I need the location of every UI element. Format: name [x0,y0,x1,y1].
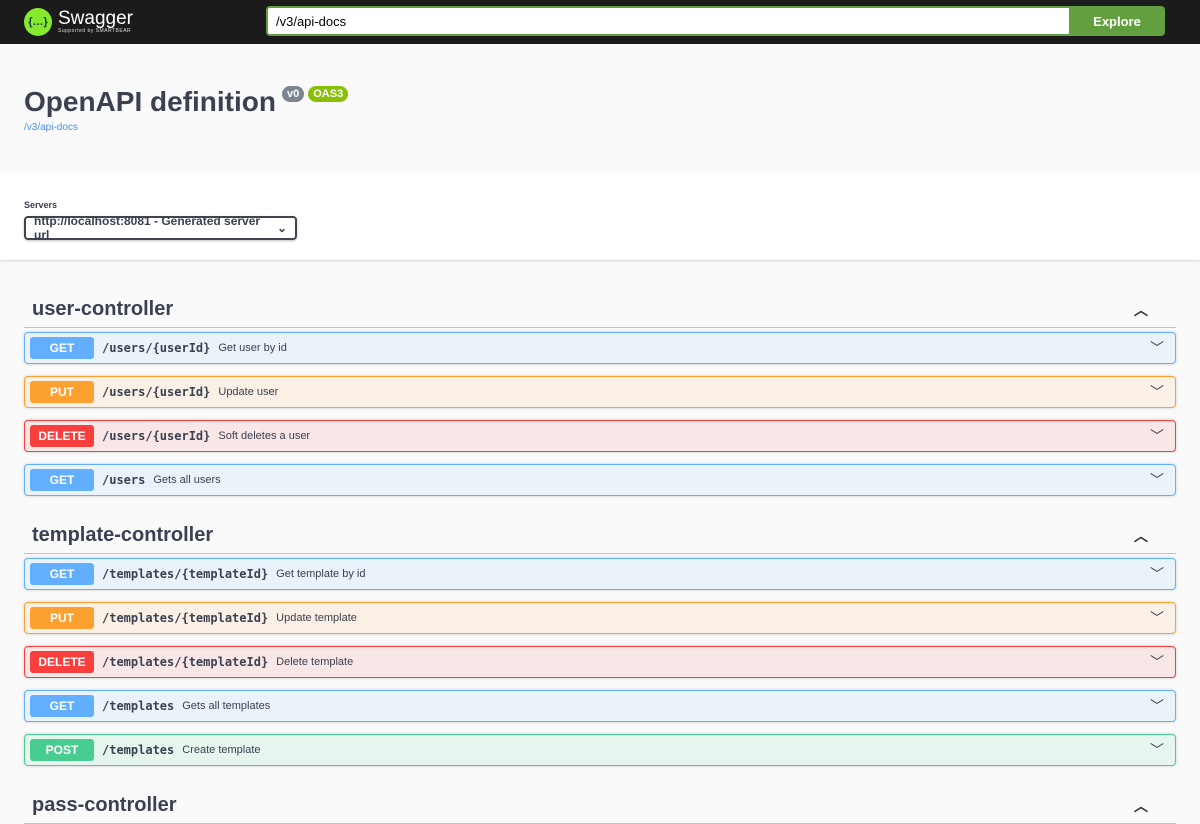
version-badge: v0 [282,86,305,102]
chevron-up-icon[interactable]: ︿ [1134,301,1148,318]
chevron-down-icon[interactable]: ﹀ [1150,742,1164,758]
page-title: OpenAPI definition [24,86,276,117]
servers-section: Servers http://localhost:8081 - Generate… [0,172,1200,260]
operation-row[interactable]: GET/users/{userId} Get user by id ﹀ [24,332,1176,364]
operation-summary: Update user [218,386,279,398]
operation-path: /templates/{templateId} [102,567,269,581]
operation-row[interactable]: PUT/templates/{templateId} Update templat… [24,602,1176,634]
chevron-down-icon[interactable]: ﹀ [1150,566,1164,582]
server-selected-value: http://localhost:8081 - Generated server… [34,214,261,242]
operation-row[interactable]: PUT/users/{userId} Update user ﹀ [24,376,1176,408]
operation-path: /templates/{templateId} [102,655,269,669]
chevron-down-icon[interactable]: ﹀ [1150,654,1164,670]
operation-path: /templates [102,699,175,713]
tag-user-controller[interactable]: user-controller ︿ [24,282,1176,328]
tag-title: template-controller [32,524,214,546]
operation-summary: Gets all users [153,474,221,486]
chevron-down-icon[interactable]: ﹀ [1150,384,1164,400]
operation-path: /users/{userId} [102,385,211,399]
chevron-down-icon: ⌄ [276,221,287,235]
chevron-down-icon[interactable]: ﹀ [1150,472,1164,488]
logo-name: Swagger [58,8,133,29]
tag-pass-controller[interactable]: pass-controller ︿ [24,778,1176,824]
method-badge: DELETE [30,425,94,447]
method-badge: PUT [30,607,94,629]
operation-row[interactable]: DELETE/templates/{templateId} Delete temp… [24,646,1176,678]
server-select[interactable]: http://localhost:8081 - Generated server… [24,214,297,242]
tag-title: pass-controller [32,794,177,816]
servers-label: Servers [24,200,58,210]
operation-row[interactable]: GET/templates Gets all templates ﹀ [24,690,1176,722]
operation-row[interactable]: GET/users Gets all users ﹀ [24,464,1176,496]
method-badge: GET [30,563,94,585]
operation-summary: Get user by id [218,342,287,354]
chevron-down-icon[interactable]: ﹀ [1150,340,1164,356]
swagger-logo-icon: {…} [24,8,52,36]
tag-template-controller[interactable]: template-controller ︿ [24,508,1176,554]
api-docs-link[interactable]: /v3/api-docs [24,122,78,133]
operations: user-controller ︿ GET/users/{userId} Get us… [0,282,1200,824]
operation-summary: Get template by id [276,568,366,580]
operation-summary: Create template [182,744,261,756]
operation-path: /users/{userId} [102,429,211,443]
operation-summary: Delete template [276,656,354,668]
operation-summary: Gets all templates [182,700,271,712]
info-section: OpenAPI definition v0 OAS3 /v3/api-docs [0,44,1200,172]
chevron-down-icon[interactable]: ﹀ [1150,698,1164,714]
operation-summary: Update template [276,612,357,624]
operation-summary: Soft deletes a user [218,430,311,442]
url-input[interactable] [266,6,1069,36]
logo-sub: Supported by SMARTBEAR [58,28,132,34]
operation-row[interactable]: GET/templates/{templateId} Get template b… [24,558,1176,590]
topbar: {…} Swagger Supported by SMARTBEAR Explo… [0,0,1200,44]
swagger-logo[interactable]: {…} Swagger Supported by SMARTBEAR [24,8,133,36]
chevron-down-icon[interactable]: ﹀ [1150,610,1164,626]
explore-form: Explore [266,6,1165,36]
operation-row[interactable]: POST/templates Create template ﹀ [24,734,1176,766]
method-badge: PUT [30,381,94,403]
method-badge: GET [30,695,94,717]
operation-path: /templates/{templateId} [102,611,269,625]
method-badge: GET [30,337,94,359]
explore-button[interactable]: Explore [1069,6,1165,36]
tag-title: user-controller [32,298,174,320]
chevron-up-icon[interactable]: ︿ [1134,527,1148,544]
method-badge: POST [30,739,94,761]
method-badge: DELETE [30,651,94,673]
operation-path: /users [102,473,146,487]
method-badge: GET [30,469,94,491]
oas-badge: OAS3 [308,86,349,102]
operation-path: /templates [102,743,175,757]
operation-row[interactable]: DELETE/users/{userId} Soft deletes a user… [24,420,1176,452]
chevron-down-icon[interactable]: ﹀ [1150,428,1164,444]
chevron-up-icon[interactable]: ︿ [1134,797,1148,814]
operation-path: /users/{userId} [102,341,211,355]
